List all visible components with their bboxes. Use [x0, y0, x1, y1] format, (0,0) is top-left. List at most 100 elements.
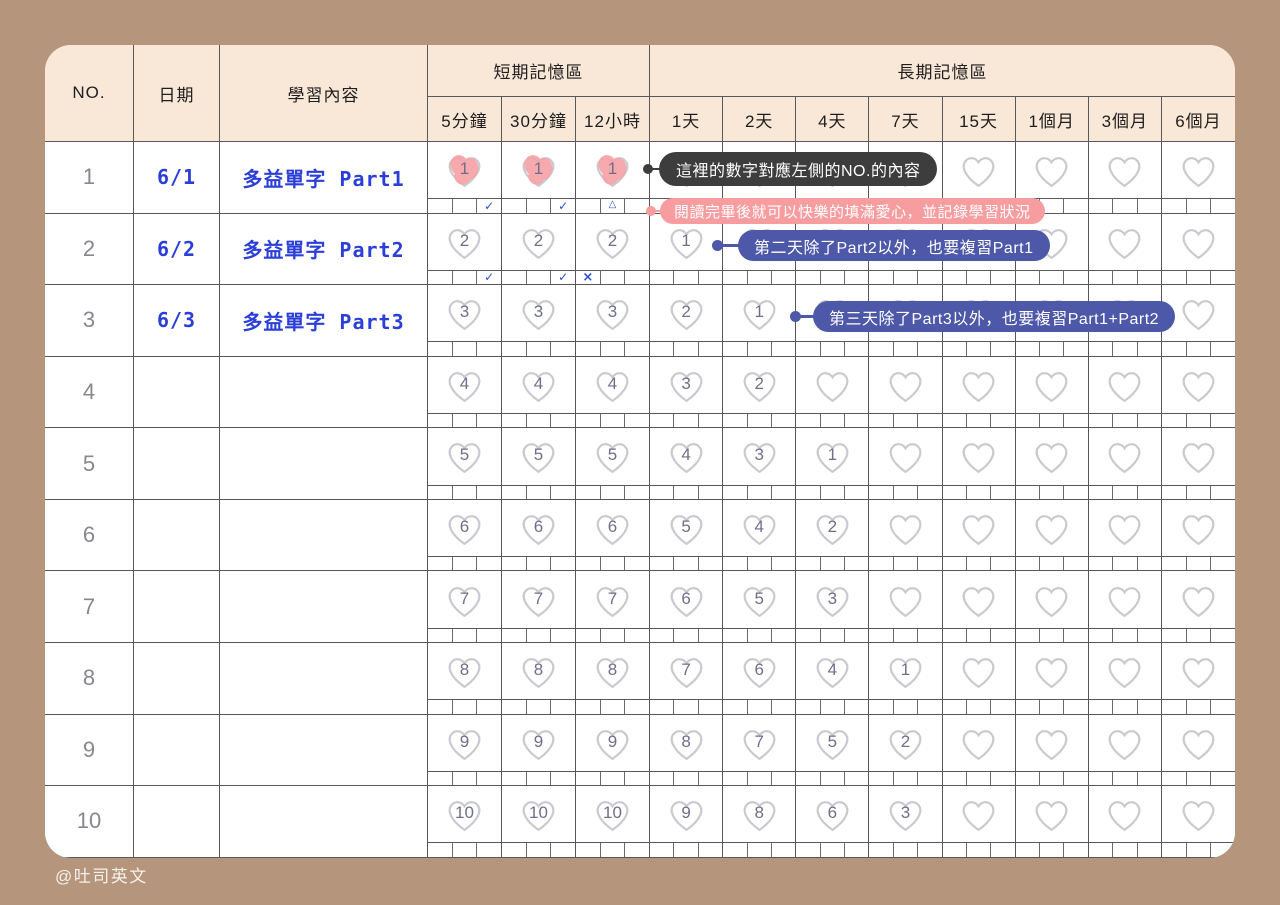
- strip-sub-cell[interactable]: [821, 628, 845, 643]
- strip-sub-cell[interactable]: [625, 342, 649, 355]
- strip-sub-cell[interactable]: [1187, 628, 1212, 643]
- strip-sub-cell[interactable]: [1089, 270, 1114, 285]
- strip-sub-cell[interactable]: [894, 270, 919, 285]
- strip-sub-cell[interactable]: [1138, 557, 1161, 570]
- heart-cell[interactable]: 9: [428, 714, 502, 772]
- heart-cell[interactable]: [1015, 571, 1089, 629]
- strip-sub-cell[interactable]: [601, 700, 626, 714]
- strip-sub-cell[interactable]: [527, 199, 552, 213]
- strip-sub-cell[interactable]: [796, 342, 821, 356]
- strip-sub-cell[interactable]: [723, 342, 748, 356]
- strip-sub-cell[interactable]: [991, 557, 1014, 570]
- strip-sub-cell[interactable]: [601, 413, 626, 428]
- strip-sub-cell[interactable]: [1187, 700, 1212, 714]
- strip-sub-cell[interactable]: [723, 270, 748, 285]
- strip-sub-cell[interactable]: [748, 557, 772, 571]
- strip-sub-cell[interactable]: [1064, 772, 1087, 785]
- strip-sub-cell[interactable]: [453, 485, 478, 499]
- strip-sub-cell[interactable]: [527, 342, 552, 356]
- strip-sub-cell[interactable]: [625, 700, 649, 713]
- strip-sub-cell[interactable]: [453, 557, 478, 571]
- heart-cell[interactable]: 2: [650, 285, 724, 343]
- strip-sub-cell[interactable]: [477, 414, 501, 427]
- strip-sub-cell[interactable]: [1113, 342, 1138, 356]
- strip-sub-cell[interactable]: [1016, 628, 1040, 643]
- heart-cell[interactable]: 3: [723, 428, 797, 486]
- strip-sub-cell[interactable]: [1089, 413, 1114, 428]
- strip-sub-cell[interactable]: [1211, 414, 1235, 427]
- heart-cell[interactable]: 7: [502, 571, 576, 629]
- strip-sub-cell[interactable]: [1187, 843, 1212, 857]
- strip-sub-cell[interactable]: [674, 413, 699, 428]
- heart-cell[interactable]: 7: [650, 643, 724, 701]
- strip-sub-cell[interactable]: [1162, 557, 1187, 571]
- strip-sub-cell[interactable]: [967, 413, 992, 428]
- strip-sub-cell[interactable]: [674, 628, 699, 643]
- strip-sub-cell[interactable]: [1113, 557, 1138, 571]
- heart-cell[interactable]: 2: [502, 213, 576, 271]
- strip-sub-cell[interactable]: [894, 413, 919, 428]
- heart-cell[interactable]: 1: [428, 142, 502, 200]
- strip-sub-cell[interactable]: [869, 557, 894, 571]
- heart-cell[interactable]: [942, 714, 1016, 772]
- strip-sub-cell[interactable]: [576, 628, 601, 643]
- strip-sub-cell[interactable]: [527, 771, 552, 786]
- strip-sub-cell[interactable]: [772, 629, 795, 642]
- strip-sub-cell[interactable]: [650, 843, 675, 857]
- heart-cell[interactable]: 5: [502, 428, 576, 486]
- strip-sub-cell[interactable]: [650, 342, 675, 356]
- strip-sub-cell[interactable]: [699, 271, 722, 284]
- strip-sub-cell[interactable]: [967, 628, 992, 643]
- strip-sub-cell[interactable]: [1016, 843, 1040, 857]
- strip-sub-cell[interactable]: [601, 628, 626, 643]
- strip-sub-cell[interactable]: [894, 771, 919, 786]
- strip-sub-cell[interactable]: [428, 485, 453, 499]
- strip-sub-cell[interactable]: [699, 486, 722, 499]
- date-cell[interactable]: 6/3: [134, 285, 220, 357]
- strip-sub-cell[interactable]: [674, 270, 699, 285]
- strip-sub-cell[interactable]: [772, 772, 795, 785]
- strip-sub-cell[interactable]: [699, 414, 722, 427]
- heart-cell[interactable]: [1161, 643, 1235, 701]
- strip-sub-cell[interactable]: [894, 628, 919, 643]
- strip-sub-cell[interactable]: [1113, 771, 1138, 786]
- strip-sub-cell[interactable]: [869, 413, 894, 428]
- strip-sub-cell[interactable]: [601, 485, 626, 499]
- strip-sub-cell[interactable]: [576, 342, 601, 356]
- strip-sub-cell[interactable]: [625, 271, 649, 284]
- heart-cell[interactable]: 4: [650, 428, 724, 486]
- strip-sub-cell[interactable]: [453, 270, 478, 285]
- strip-sub-cell[interactable]: [748, 843, 772, 857]
- strip-sub-cell[interactable]: [1187, 270, 1212, 285]
- heart-cell[interactable]: 9: [576, 714, 650, 772]
- date-cell[interactable]: [134, 499, 220, 572]
- heart-cell[interactable]: 3: [796, 571, 870, 629]
- strip-sub-cell[interactable]: [1089, 485, 1114, 499]
- strip-sub-cell[interactable]: [1162, 628, 1187, 643]
- heart-cell[interactable]: [869, 571, 943, 629]
- strip-sub-cell[interactable]: [428, 628, 453, 643]
- strip-sub-cell[interactable]: [1064, 843, 1087, 856]
- strip-sub-cell[interactable]: [1162, 413, 1187, 428]
- strip-sub-cell[interactable]: [453, 700, 478, 714]
- strip-sub-cell[interactable]: [1187, 199, 1212, 213]
- strip-sub-cell[interactable]: [894, 700, 919, 714]
- strip-sub-cell[interactable]: [967, 342, 992, 356]
- strip-sub-cell[interactable]: [991, 342, 1014, 355]
- strip-sub-cell[interactable]: [918, 486, 941, 499]
- strip-sub-cell[interactable]: [1016, 700, 1040, 714]
- strip-sub-cell[interactable]: [527, 485, 552, 499]
- strip-sub-cell[interactable]: [991, 271, 1014, 284]
- strip-sub-cell[interactable]: [918, 843, 941, 856]
- heart-cell[interactable]: 3: [869, 786, 943, 844]
- strip-sub-cell[interactable]: [772, 557, 795, 570]
- date-cell[interactable]: [134, 571, 220, 644]
- strip-sub-cell[interactable]: [967, 270, 992, 285]
- content-cell[interactable]: [220, 499, 428, 572]
- strip-sub-cell[interactable]: [625, 414, 649, 427]
- heart-cell[interactable]: [942, 786, 1016, 844]
- strip-sub-cell[interactable]: [1016, 485, 1040, 499]
- heart-cell[interactable]: 8: [723, 786, 797, 844]
- date-cell[interactable]: [134, 786, 220, 858]
- heart-cell[interactable]: 5: [796, 714, 870, 772]
